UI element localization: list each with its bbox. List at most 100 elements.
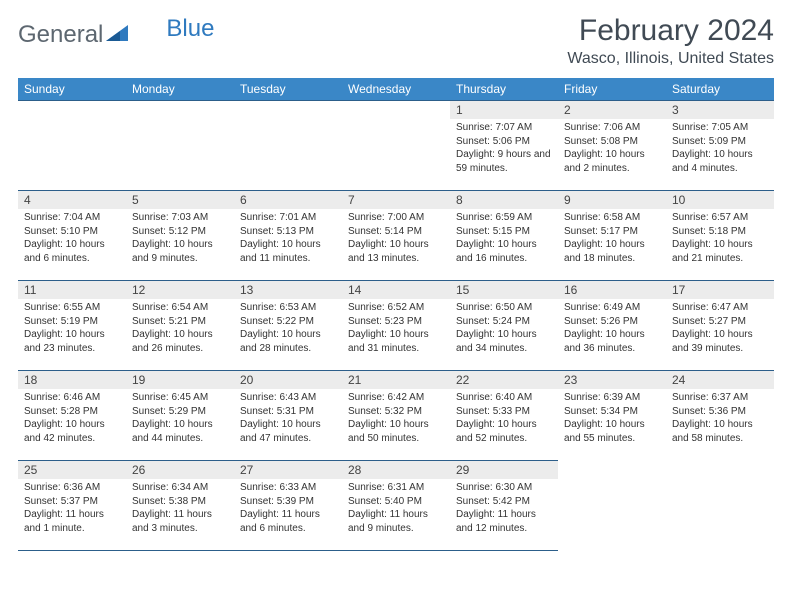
sunset-text: Sunset: 5:33 PM	[456, 405, 552, 419]
daylight-text: Daylight: 10 hours and 16 minutes.	[456, 238, 552, 265]
sunset-text: Sunset: 5:19 PM	[24, 315, 120, 329]
sunrise-text: Sunrise: 6:53 AM	[240, 301, 336, 315]
calendar-day-cell: 18Sunrise: 6:46 AMSunset: 5:28 PMDayligh…	[18, 370, 126, 460]
day-details: Sunrise: 6:57 AMSunset: 5:18 PMDaylight:…	[666, 209, 774, 269]
day-number: 3	[666, 100, 774, 119]
daylight-text: Daylight: 10 hours and 39 minutes.	[672, 328, 768, 355]
day-number: 17	[666, 280, 774, 299]
sunset-text: Sunset: 5:22 PM	[240, 315, 336, 329]
sunrise-text: Sunrise: 7:07 AM	[456, 121, 552, 135]
day-number: 11	[18, 280, 126, 299]
sunset-text: Sunset: 5:32 PM	[348, 405, 444, 419]
sunrise-text: Sunrise: 7:05 AM	[672, 121, 768, 135]
brand-word-1: General	[18, 21, 103, 49]
day-header: Friday	[558, 78, 666, 100]
sunset-text: Sunset: 5:24 PM	[456, 315, 552, 329]
day-number: 2	[558, 100, 666, 119]
day-header: Monday	[126, 78, 234, 100]
calendar-day-cell: 4Sunrise: 7:04 AMSunset: 5:10 PMDaylight…	[18, 190, 126, 280]
sunrise-text: Sunrise: 6:42 AM	[348, 391, 444, 405]
sunset-text: Sunset: 5:39 PM	[240, 495, 336, 509]
sunrise-text: Sunrise: 6:43 AM	[240, 391, 336, 405]
sunset-text: Sunset: 5:27 PM	[672, 315, 768, 329]
calendar-empty-cell	[342, 100, 450, 190]
calendar-empty-cell	[126, 100, 234, 190]
daylight-text: Daylight: 9 hours and 59 minutes.	[456, 148, 552, 175]
day-number: 25	[18, 460, 126, 479]
empty-day-number	[126, 100, 234, 119]
day-details: Sunrise: 6:36 AMSunset: 5:37 PMDaylight:…	[18, 479, 126, 539]
daylight-text: Daylight: 10 hours and 13 minutes.	[348, 238, 444, 265]
day-number: 1	[450, 100, 558, 119]
calendar-day-cell: 6Sunrise: 7:01 AMSunset: 5:13 PMDaylight…	[234, 190, 342, 280]
day-number: 28	[342, 460, 450, 479]
daylight-text: Daylight: 10 hours and 47 minutes.	[240, 418, 336, 445]
sunset-text: Sunset: 5:08 PM	[564, 135, 660, 149]
calendar-empty-cell	[666, 460, 774, 550]
calendar-day-cell: 5Sunrise: 7:03 AMSunset: 5:12 PMDaylight…	[126, 190, 234, 280]
calendar-day-cell: 16Sunrise: 6:49 AMSunset: 5:26 PMDayligh…	[558, 280, 666, 370]
sunset-text: Sunset: 5:38 PM	[132, 495, 228, 509]
calendar-day-cell: 26Sunrise: 6:34 AMSunset: 5:38 PMDayligh…	[126, 460, 234, 550]
day-number: 6	[234, 190, 342, 209]
sunset-text: Sunset: 5:23 PM	[348, 315, 444, 329]
day-number: 20	[234, 370, 342, 389]
sunrise-text: Sunrise: 6:57 AM	[672, 211, 768, 225]
calendar-header-row: SundayMondayTuesdayWednesdayThursdayFrid…	[18, 78, 774, 100]
sunset-text: Sunset: 5:26 PM	[564, 315, 660, 329]
day-details: Sunrise: 6:55 AMSunset: 5:19 PMDaylight:…	[18, 299, 126, 359]
daylight-text: Daylight: 10 hours and 26 minutes.	[132, 328, 228, 355]
sunset-text: Sunset: 5:42 PM	[456, 495, 552, 509]
day-details: Sunrise: 6:34 AMSunset: 5:38 PMDaylight:…	[126, 479, 234, 539]
triangle-icon	[106, 20, 128, 48]
sunset-text: Sunset: 5:28 PM	[24, 405, 120, 419]
day-details: Sunrise: 6:42 AMSunset: 5:32 PMDaylight:…	[342, 389, 450, 449]
day-details: Sunrise: 6:49 AMSunset: 5:26 PMDaylight:…	[558, 299, 666, 359]
sunrise-text: Sunrise: 6:55 AM	[24, 301, 120, 315]
day-details: Sunrise: 7:00 AMSunset: 5:14 PMDaylight:…	[342, 209, 450, 269]
sunrise-text: Sunrise: 7:03 AM	[132, 211, 228, 225]
sunset-text: Sunset: 5:18 PM	[672, 225, 768, 239]
daylight-text: Daylight: 11 hours and 1 minute.	[24, 508, 120, 535]
sunrise-text: Sunrise: 6:30 AM	[456, 481, 552, 495]
day-number: 18	[18, 370, 126, 389]
sunset-text: Sunset: 5:36 PM	[672, 405, 768, 419]
calendar-week-row: 18Sunrise: 6:46 AMSunset: 5:28 PMDayligh…	[18, 370, 774, 460]
day-number: 22	[450, 370, 558, 389]
calendar-day-cell: 22Sunrise: 6:40 AMSunset: 5:33 PMDayligh…	[450, 370, 558, 460]
calendar-day-cell: 19Sunrise: 6:45 AMSunset: 5:29 PMDayligh…	[126, 370, 234, 460]
day-details: Sunrise: 6:47 AMSunset: 5:27 PMDaylight:…	[666, 299, 774, 359]
daylight-text: Daylight: 11 hours and 12 minutes.	[456, 508, 552, 535]
sunrise-text: Sunrise: 6:33 AM	[240, 481, 336, 495]
day-number: 19	[126, 370, 234, 389]
sunrise-text: Sunrise: 6:46 AM	[24, 391, 120, 405]
day-number: 23	[558, 370, 666, 389]
calendar-day-cell: 17Sunrise: 6:47 AMSunset: 5:27 PMDayligh…	[666, 280, 774, 370]
day-number: 14	[342, 280, 450, 299]
sunset-text: Sunset: 5:37 PM	[24, 495, 120, 509]
empty-day-number	[342, 100, 450, 119]
sunrise-text: Sunrise: 6:49 AM	[564, 301, 660, 315]
sunset-text: Sunset: 5:14 PM	[348, 225, 444, 239]
daylight-text: Daylight: 11 hours and 3 minutes.	[132, 508, 228, 535]
day-header: Sunday	[18, 78, 126, 100]
day-details: Sunrise: 6:46 AMSunset: 5:28 PMDaylight:…	[18, 389, 126, 449]
calendar-day-cell: 11Sunrise: 6:55 AMSunset: 5:19 PMDayligh…	[18, 280, 126, 370]
daylight-text: Daylight: 10 hours and 6 minutes.	[24, 238, 120, 265]
daylight-text: Daylight: 10 hours and 9 minutes.	[132, 238, 228, 265]
calendar-day-cell: 2Sunrise: 7:06 AMSunset: 5:08 PMDaylight…	[558, 100, 666, 190]
calendar-day-cell: 13Sunrise: 6:53 AMSunset: 5:22 PMDayligh…	[234, 280, 342, 370]
sunset-text: Sunset: 5:15 PM	[456, 225, 552, 239]
sunset-text: Sunset: 5:10 PM	[24, 225, 120, 239]
day-details: Sunrise: 7:07 AMSunset: 5:06 PMDaylight:…	[450, 119, 558, 179]
sunrise-text: Sunrise: 7:00 AM	[348, 211, 444, 225]
day-details: Sunrise: 7:06 AMSunset: 5:08 PMDaylight:…	[558, 119, 666, 179]
day-number: 9	[558, 190, 666, 209]
calendar-day-cell: 9Sunrise: 6:58 AMSunset: 5:17 PMDaylight…	[558, 190, 666, 280]
sunrise-text: Sunrise: 7:01 AM	[240, 211, 336, 225]
day-details: Sunrise: 7:01 AMSunset: 5:13 PMDaylight:…	[234, 209, 342, 269]
daylight-text: Daylight: 10 hours and 42 minutes.	[24, 418, 120, 445]
day-number: 16	[558, 280, 666, 299]
daylight-text: Daylight: 10 hours and 44 minutes.	[132, 418, 228, 445]
day-details: Sunrise: 6:40 AMSunset: 5:33 PMDaylight:…	[450, 389, 558, 449]
